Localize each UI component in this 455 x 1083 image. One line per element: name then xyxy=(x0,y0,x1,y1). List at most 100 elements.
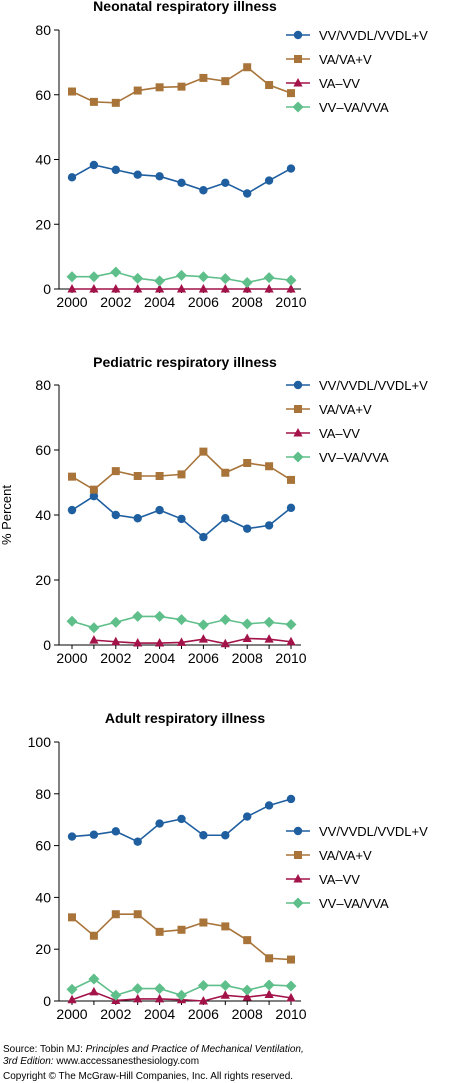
x-tick-label: 2004 xyxy=(144,1006,175,1022)
data-point xyxy=(155,505,164,515)
series-3 xyxy=(89,633,296,648)
chart-panel-2: Pediatric respiratory illness% Percent02… xyxy=(0,354,428,666)
source-line-2: 3rd Edition: www.accessanesthesiology.co… xyxy=(3,1056,200,1067)
legend-marker xyxy=(293,30,303,40)
x-tick-label: 2006 xyxy=(188,1006,219,1022)
data-point xyxy=(155,172,164,181)
data-point xyxy=(155,993,165,1003)
y-tick-label: 40 xyxy=(35,889,51,905)
y-tick-label: 60 xyxy=(35,838,51,854)
data-point xyxy=(66,983,78,995)
data-point xyxy=(176,284,187,293)
x-tick-label: 2008 xyxy=(232,294,263,310)
legend-label: VV–VA/VVA xyxy=(319,450,389,465)
data-point xyxy=(133,284,143,293)
data-point xyxy=(263,979,275,991)
data-point xyxy=(111,165,121,175)
source-line-1: Source: Tobin MJ: Principles and Practic… xyxy=(3,1044,304,1055)
data-point xyxy=(285,619,297,631)
legend-item-2: VA/VA+V xyxy=(286,402,372,417)
series-2 xyxy=(68,63,295,107)
data-point xyxy=(88,271,100,283)
legend-label: VA/VA+V xyxy=(319,52,372,67)
data-point xyxy=(263,616,275,628)
data-point xyxy=(285,980,297,992)
legend-marker xyxy=(294,55,302,63)
legend-marker xyxy=(293,428,303,437)
data-point xyxy=(66,615,78,627)
legend-item-2: VA/VA+V xyxy=(286,52,372,67)
legend-item-3: VA–VV xyxy=(286,426,360,441)
legend-item-1: VV/VVDL/VVDL+V xyxy=(286,28,428,43)
legend-item-1: VV/VVDL/VVDL+V xyxy=(286,378,428,393)
data-point xyxy=(66,271,78,283)
x-tick-label: 2002 xyxy=(100,1006,131,1022)
data-point xyxy=(133,472,142,480)
data-point xyxy=(264,176,274,185)
data-point xyxy=(111,827,121,836)
data-point xyxy=(177,814,186,824)
legend-marker xyxy=(294,851,302,859)
data-point xyxy=(265,462,274,471)
data-point xyxy=(264,634,274,643)
data-point xyxy=(197,979,209,991)
data-point xyxy=(243,812,252,821)
data-point xyxy=(89,986,99,996)
y-tick-label: 20 xyxy=(35,216,51,232)
y-tick-label: 40 xyxy=(35,152,51,168)
data-point xyxy=(221,178,230,188)
data-point xyxy=(199,918,208,927)
legend-item-3: VA–VV xyxy=(286,872,360,887)
series-3 xyxy=(67,284,296,293)
x-tick-label: 2010 xyxy=(275,650,306,666)
data-point xyxy=(88,973,100,985)
data-point xyxy=(242,633,252,642)
data-point xyxy=(265,954,274,963)
data-point xyxy=(199,447,208,456)
data-point xyxy=(67,173,77,182)
data-point xyxy=(155,819,164,828)
y-tick-label: 80 xyxy=(35,22,51,38)
legend-label: VV/VVDL/VVDL+V xyxy=(319,378,428,393)
x-tick-label: 2008 xyxy=(232,650,263,666)
x-tick-label: 2000 xyxy=(56,650,87,666)
legend-label: VA–VV xyxy=(319,872,360,887)
data-point xyxy=(265,81,274,90)
series-4 xyxy=(66,973,297,1001)
legend-label: VV/VVDL/VVDL+V xyxy=(319,28,428,43)
data-point xyxy=(219,979,231,991)
x-tick-label: 2008 xyxy=(232,1006,263,1022)
y-tick-label: 0 xyxy=(43,281,51,297)
data-point xyxy=(199,532,208,542)
data-point xyxy=(111,98,120,107)
data-point xyxy=(132,983,144,995)
data-point xyxy=(111,910,120,919)
data-point xyxy=(220,284,230,293)
data-point xyxy=(264,801,274,810)
data-point xyxy=(133,638,143,647)
data-point xyxy=(177,925,186,934)
x-tick-label: 2006 xyxy=(188,650,219,666)
x-tick-label: 2002 xyxy=(100,294,131,310)
data-point xyxy=(177,82,186,91)
chart-title: Adult respiratory illness xyxy=(105,710,265,726)
y-tick-label: 60 xyxy=(35,442,51,458)
legend-marker xyxy=(293,78,303,87)
legend-label: VA/VA+V xyxy=(319,848,372,863)
data-point xyxy=(286,164,296,173)
series-line xyxy=(93,637,292,645)
legend-label: VV–VA/VVA xyxy=(319,896,389,911)
data-point xyxy=(89,830,99,839)
data-point xyxy=(111,510,121,520)
data-point xyxy=(110,989,122,1001)
data-point xyxy=(133,170,142,179)
legend-item-3: VA–VV xyxy=(286,76,360,91)
series-4 xyxy=(66,266,297,289)
data-point xyxy=(221,77,230,86)
data-point xyxy=(176,614,187,626)
x-tick-label: 2004 xyxy=(144,294,175,310)
x-tick-label: 2010 xyxy=(275,1006,306,1022)
data-point xyxy=(155,284,165,293)
series-1 xyxy=(67,160,296,198)
data-point xyxy=(111,284,121,293)
